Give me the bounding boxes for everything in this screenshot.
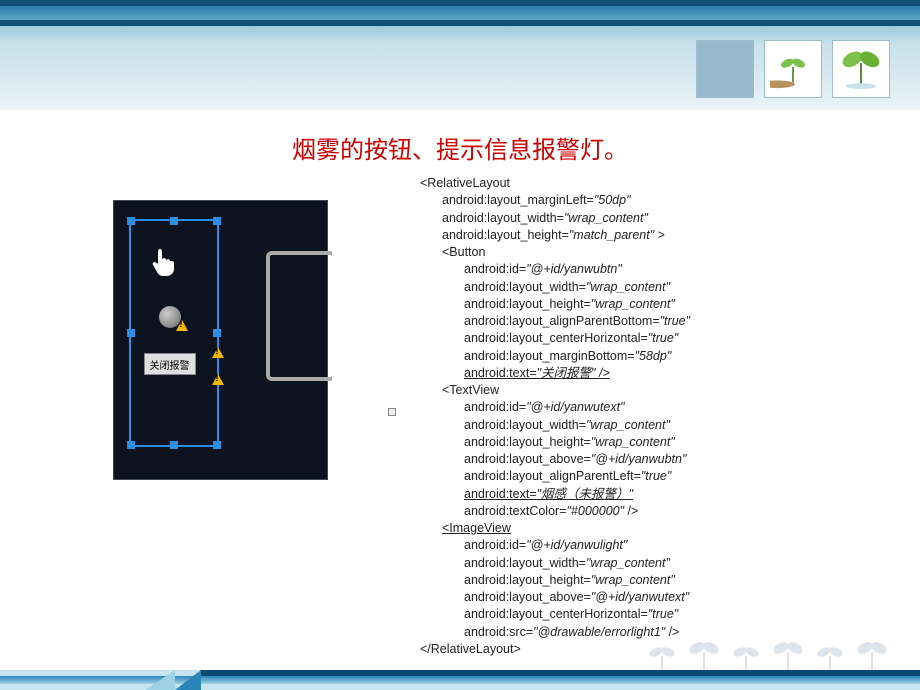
code-line: android:layout_marginLeft="50dp" xyxy=(420,192,900,209)
warning-icon xyxy=(212,346,224,358)
code-line: android:layout_width="wrap_content" xyxy=(420,555,900,572)
resize-handle[interactable] xyxy=(127,329,135,337)
code-line: <TextView xyxy=(420,382,900,399)
footer-bars xyxy=(0,670,920,690)
resize-handle[interactable] xyxy=(127,217,135,225)
code-line: android:text="烟感（未报警）" xyxy=(420,486,900,503)
code-line: android:layout_height="wrap_content" xyxy=(420,572,900,589)
resize-handle[interactable] xyxy=(213,441,221,449)
tile-sprout-small xyxy=(764,40,822,98)
resize-handle[interactable] xyxy=(170,441,178,449)
code-line: android:layout_centerHorizontal="true" xyxy=(420,606,900,623)
code-line: <RelativeLayout xyxy=(420,175,900,192)
layout-preview: 关闭报警 xyxy=(113,200,328,480)
resize-handle[interactable] xyxy=(213,217,221,225)
code-line: android:layout_above="@+id/yanwubtn" xyxy=(420,451,900,468)
code-line: android:id="@+id/yanwulight" xyxy=(420,537,900,554)
xml-code: <RelativeLayout android:layout_marginLef… xyxy=(420,175,900,658)
slide-title: 烟雾的按钮、提示信息报警灯。 xyxy=(0,130,920,165)
ui-preview: 关闭报警 xyxy=(113,200,328,480)
tile-sprout-large xyxy=(832,40,890,98)
code-line: android:layout_above="@+id/yanwutext" xyxy=(420,589,900,606)
code-line: android:layout_height="match_parent" > xyxy=(420,227,900,244)
code-line: android:id="@+id/yanwutext" xyxy=(420,399,900,416)
outline-rect xyxy=(266,251,336,381)
code-line: android:id="@+id/yanwubtn" xyxy=(420,261,900,278)
code-line: android:layout_alignParentBottom="true" xyxy=(420,313,900,330)
resize-handle[interactable] xyxy=(213,329,221,337)
code-line: android:layout_height="wrap_content" xyxy=(420,434,900,451)
code-line: android:layout_height="wrap_content" xyxy=(420,296,900,313)
resize-handle[interactable] xyxy=(127,441,135,449)
banner-tiles xyxy=(696,40,890,98)
close-alarm-button[interactable]: 关闭报警 xyxy=(144,353,196,375)
marker-dot xyxy=(388,408,396,416)
code-line: android:layout_centerHorizontal="true" xyxy=(420,330,900,347)
code-line: android:text="关闭报警" /> xyxy=(420,365,900,382)
tile-blue xyxy=(696,40,754,98)
pointer-icon xyxy=(150,246,178,285)
code-line: android:layout_width="wrap_content" xyxy=(420,417,900,434)
ui-preview-column: 关闭报警 xyxy=(20,175,420,658)
code-line: android:layout_width="wrap_content" xyxy=(420,210,900,227)
code-line: android:layout_alignParentLeft="true" xyxy=(420,468,900,485)
code-line: android:textColor="#000000" /> xyxy=(420,503,900,520)
banner-stripes xyxy=(0,0,920,26)
code-line: android:layout_marginBottom="58dp" xyxy=(420,348,900,365)
code-line: <ImageView xyxy=(420,520,900,537)
content-row: 关闭报警 <RelativeLayout android:layout_marg… xyxy=(0,165,920,658)
warning-icon xyxy=(212,373,224,385)
resize-handle[interactable] xyxy=(170,217,178,225)
code-line: <Button xyxy=(420,244,900,261)
code-line: android:layout_width="wrap_content" xyxy=(420,279,900,296)
warning-icon xyxy=(176,319,188,331)
slide-footer xyxy=(0,638,920,690)
slide-banner xyxy=(0,0,920,110)
